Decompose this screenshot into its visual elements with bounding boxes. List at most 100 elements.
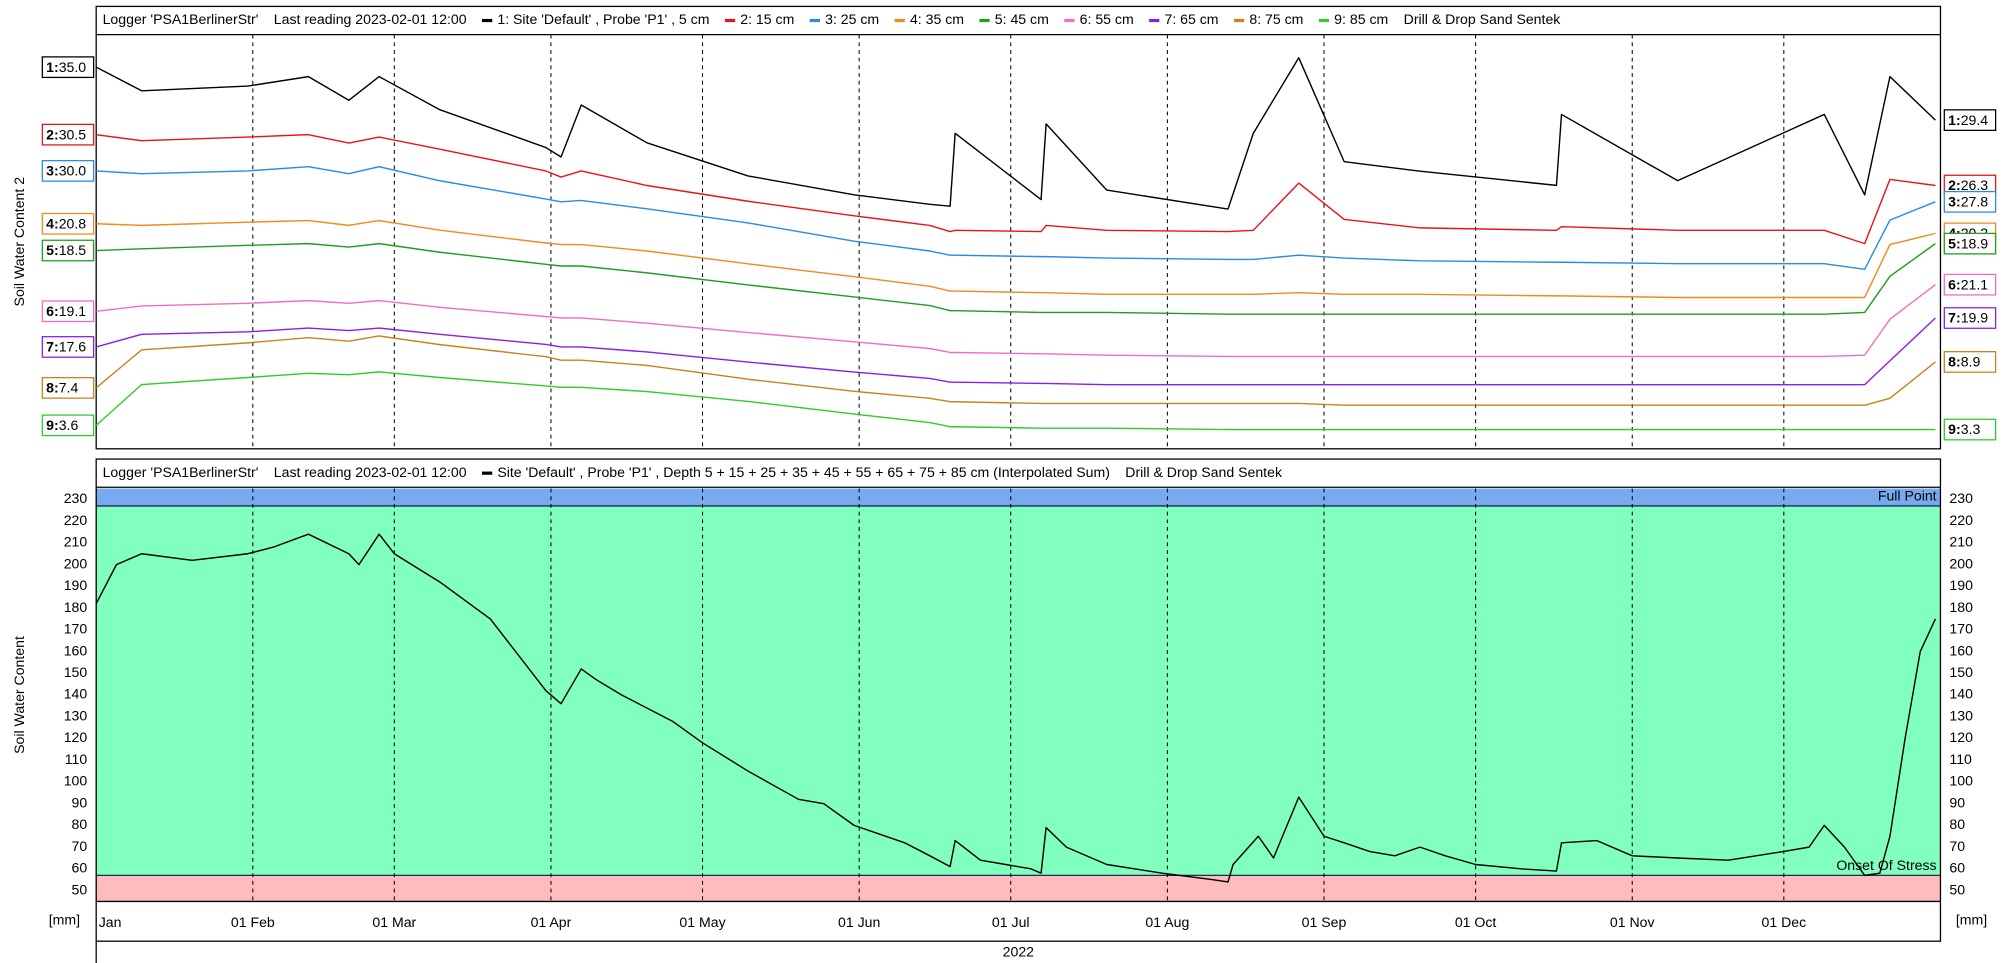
series-line [96, 284, 1936, 358]
start-label: 8:7.4 [46, 379, 78, 395]
legend-label: 3: 25 cm [825, 11, 879, 27]
panel-frame [95, 458, 1942, 942]
legend-label: 7: 65 cm [1165, 11, 1219, 27]
legend-label: 8: 75 cm [1249, 11, 1303, 27]
y-tick-label: 200 [64, 555, 88, 571]
y2-tick-label: 100 [1949, 773, 1973, 789]
y-unit: [mm] [49, 911, 80, 927]
x-tick-label: 01 Jun [838, 914, 880, 930]
start-label-tag: 1: [46, 59, 59, 75]
start-label-tag: 7: [46, 338, 59, 354]
end-label: 5:18.9 [1948, 235, 1988, 251]
start-label-tag: 6: [46, 303, 59, 319]
legend-label: 2: 15 cm [740, 11, 794, 27]
panel-frame [95, 5, 1942, 450]
threshold-zone [96, 488, 1941, 506]
y2-tick-label: 230 [1949, 490, 1973, 506]
end-label-value: 19.9 [1961, 309, 1989, 325]
end-label: 9:3.3 [1948, 421, 1980, 437]
x-tick-label: 01 Jul [992, 914, 1030, 930]
end-label-tag: 1: [1948, 111, 1961, 127]
series-line [96, 219, 1936, 299]
x-tick-label: 01 Oct [1455, 914, 1497, 930]
legend-label: 6: 55 cm [1080, 11, 1134, 27]
legend-label: 4: 35 cm [910, 11, 964, 27]
start-label-box [41, 300, 95, 323]
y-tick-label: 90 [72, 794, 88, 810]
y2-tick-label: 80 [1949, 816, 1965, 832]
end-label: 1:29.4 [1948, 111, 1988, 127]
x-tick-label: 01 Feb [231, 914, 275, 930]
x-tick-label: 01 Aug [1145, 914, 1189, 930]
end-label-tag: 3: [1948, 193, 1961, 209]
y-tick-label: 210 [64, 534, 88, 550]
end-label-value: 26.3 [1961, 177, 1989, 193]
y-tick-label: 170 [64, 621, 88, 637]
start-label-value: 18.5 [59, 242, 87, 258]
start-label: 3:30.0 [46, 162, 86, 178]
y-tick-label: 120 [64, 729, 88, 745]
start-label-tag: 8: [46, 379, 59, 395]
end-label-box [1943, 232, 1997, 255]
end-label-value: 8.9 [1961, 353, 1981, 369]
y2-tick-label: 70 [1949, 838, 1965, 854]
end-label-value: 29.4 [1961, 111, 1989, 127]
y-tick-label: 190 [64, 577, 88, 593]
series-line [96, 133, 1936, 245]
last-reading: Last reading 2023-02-01 12:00 [274, 11, 467, 27]
y-tick-label: 100 [64, 773, 88, 789]
start-label-box [41, 212, 95, 235]
series-line [95, 335, 1936, 406]
legend-label: Site 'Default' , Probe 'P1' , Depth 5 + … [497, 464, 1110, 480]
x-tick-label: 01 Nov [1610, 914, 1655, 930]
start-label-box [41, 160, 95, 182]
y-tick-label: 80 [72, 816, 88, 832]
series-line [95, 56, 1936, 210]
series-line [96, 165, 1936, 270]
legend-label: 9: 85 cm [1334, 11, 1388, 27]
zone [96, 488, 1941, 902]
start-label-tag: 4: [46, 215, 59, 231]
sensor-name: Drill & Drop Sand Sentek [1404, 11, 1562, 27]
start-label: 6:19.1 [46, 303, 86, 319]
y-tick-label: 130 [64, 707, 88, 723]
end-label-box [1943, 190, 1997, 213]
x-tick-label: Jan [99, 914, 122, 930]
end-label: 2:26.3 [1948, 177, 1988, 193]
start-label-tag: 3: [46, 162, 59, 178]
x-tick-label: 01 Dec [1761, 914, 1806, 930]
y-tick-label: 110 [65, 751, 88, 767]
legend-label: 1: Site 'Default' , Probe 'P1' , 5 cm [497, 11, 709, 27]
start-label-value: 30.5 [59, 126, 87, 142]
start-label-box [41, 336, 95, 358]
y2-tick-label: 200 [1949, 555, 1973, 571]
end-label-value: 3.3 [1961, 421, 1981, 437]
start-label: 7:17.6 [46, 338, 86, 354]
start-label-value: 35.0 [59, 59, 87, 75]
start-label-box [41, 123, 95, 146]
y2-tick-label: 170 [1949, 621, 1973, 637]
series-line [96, 317, 1936, 386]
threshold-label: Full Point [1878, 488, 1937, 504]
y2-tick-label: 130 [1949, 707, 1973, 723]
start-label-tag: 5: [46, 242, 59, 258]
start-label-value: 7.4 [59, 379, 79, 395]
end-label: 8:8.9 [1948, 353, 1980, 369]
start-label-value: 17.6 [59, 338, 87, 354]
end-label-tag: 8: [1948, 353, 1961, 369]
y2-tick-label: 150 [1949, 664, 1973, 680]
start-label-box [41, 376, 95, 399]
y2-unit: [mm] [1956, 911, 1987, 927]
y-tick-label: 70 [72, 838, 88, 854]
threshold-zone [96, 875, 1941, 902]
y2-tick-label: 60 [1949, 860, 1965, 876]
x-tick-label: 01 Sep [1302, 914, 1347, 930]
y-axis-title: Soil Water Content [11, 636, 27, 754]
y2-tick-label: 120 [1949, 729, 1973, 745]
start-label-box [41, 239, 95, 262]
end-label: 7:19.9 [1948, 309, 1988, 325]
end-label-tag: 2: [1948, 177, 1961, 193]
start-label-value: 19.1 [59, 303, 87, 319]
